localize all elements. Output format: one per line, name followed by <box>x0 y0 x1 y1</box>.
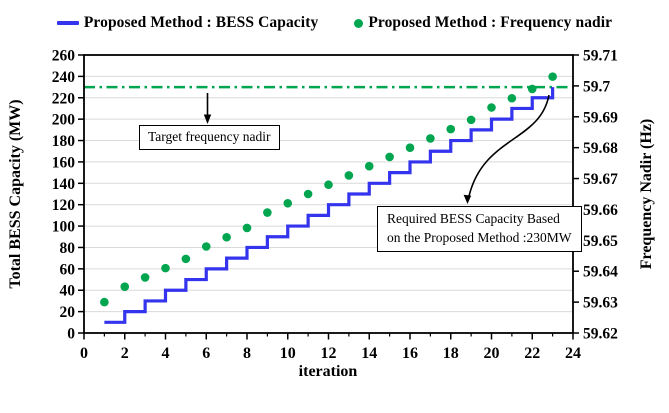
frequency-nadir-dot <box>324 180 333 190</box>
frequency-nadir-dot <box>222 232 231 242</box>
target-annotation-arrowhead <box>203 114 212 124</box>
y-left-tick-label: 260 <box>52 48 76 65</box>
legend-label-bess-capacity: Proposed Method : BESS Capacity <box>83 14 319 31</box>
frequency-nadir-dot <box>283 198 293 208</box>
legend-label-frequency-nadir: Proposed Method : Frequency nadir <box>368 14 613 31</box>
x-tick-label: 24 <box>565 345 581 362</box>
y-axis-right-title: Frequency Nadir (Hz) <box>638 119 655 270</box>
required-capacity-line2: on the Proposed Method :230MW <box>387 229 572 245</box>
required-annotation-arrowhead <box>463 194 472 204</box>
frequency-nadir-dot <box>263 208 272 217</box>
frequency-nadir-dot <box>201 242 211 251</box>
frequency-nadir-dot <box>140 273 150 282</box>
frequency-nadir-dot <box>100 297 109 307</box>
y-right-tick-label: 59.63 <box>583 295 618 312</box>
y-right-tick-label: 59.69 <box>583 109 618 126</box>
x-tick-label: 8 <box>243 345 251 362</box>
frequency-nadir-dot <box>507 93 517 103</box>
y-right-tick-label: 59.65 <box>583 233 618 250</box>
frequency-nadir-dot <box>466 115 476 125</box>
y-right-tick-label: 59.66 <box>583 202 618 219</box>
x-tick-label: 22 <box>524 345 540 362</box>
legend-item-frequency-nadir: Proposed Method : Frequency nadir <box>354 14 612 32</box>
y-left-tick-label: 60 <box>60 261 76 278</box>
y-left-tick-label: 140 <box>52 176 76 193</box>
x-tick-label: 16 <box>402 345 418 362</box>
y-left-tick-label: 0 <box>67 326 75 343</box>
frequency-nadir-dot <box>242 223 252 233</box>
y-left-tick-label: 200 <box>52 112 76 129</box>
x-axis-title: iteration <box>299 363 358 380</box>
y-right-tick-label: 59.64 <box>583 264 618 281</box>
required-annotation-arrow <box>468 94 550 197</box>
y-left-tick-label: 240 <box>52 69 76 86</box>
x-tick-label: 10 <box>280 345 296 362</box>
frequency-nadir-dot <box>487 103 496 112</box>
y-right-tick-label: 59.7 <box>583 78 610 95</box>
x-tick-label: 2 <box>121 345 129 362</box>
y-right-tick-label: 59.67 <box>583 171 618 188</box>
y-left-tick-label: 80 <box>60 240 76 257</box>
frequency-nadir-dot <box>364 161 374 171</box>
required-capacity-line1: Required BESS Capacity Based <box>387 211 560 226</box>
y-left-tick-label: 40 <box>60 283 76 300</box>
frequency-nadir-dot <box>181 254 191 264</box>
line-marker-icon <box>56 21 79 25</box>
frequency-nadir-dot <box>446 124 456 134</box>
y-left-tick-label: 20 <box>60 304 76 321</box>
dot-marker-icon <box>354 18 364 28</box>
y-left-tick-label: 120 <box>52 197 76 214</box>
x-tick-label: 14 <box>361 345 377 362</box>
y-right-tick-label: 59.71 <box>583 48 618 65</box>
required-capacity-annotation: Required BESS Capacity Based on the Prop… <box>377 206 582 252</box>
legend-item-bess-capacity: Proposed Method : BESS Capacity <box>56 14 319 32</box>
y-right-tick-label: 59.62 <box>583 326 618 343</box>
frequency-nadir-dot <box>527 84 537 94</box>
frequency-nadir-dot <box>161 263 170 273</box>
y-left-tick-label: 160 <box>52 154 76 171</box>
frequency-nadir-dot <box>426 134 435 143</box>
legend: Proposed Method : BESS Capacity Proposed… <box>0 14 669 32</box>
y-right-tick-label: 59.68 <box>583 140 618 157</box>
frequency-nadir-dot <box>548 72 557 81</box>
y-left-tick-label: 100 <box>52 219 76 236</box>
y-left-tick-label: 220 <box>52 90 76 107</box>
x-tick-label: 18 <box>443 345 459 362</box>
bess-capacity-step-line <box>104 87 555 324</box>
y-axis-left-title: Total BESS Capacity (MW) <box>7 99 24 288</box>
frequency-nadir-dot <box>303 189 313 199</box>
frequency-nadir-dot <box>344 171 354 180</box>
x-tick-label: 20 <box>484 345 500 362</box>
x-tick-label: 12 <box>321 345 337 362</box>
frequency-nadir-dot <box>385 152 394 162</box>
y-left-tick-label: 180 <box>52 133 76 150</box>
x-tick-label: 0 <box>80 345 88 362</box>
frequency-nadir-dot <box>405 143 415 152</box>
frequency-nadir-dot <box>120 282 130 291</box>
x-tick-label: 6 <box>202 345 210 362</box>
plot-frame <box>83 54 574 334</box>
x-tick-label: 4 <box>162 345 170 362</box>
target-nadir-annotation: Target frequency nadir <box>139 125 280 150</box>
